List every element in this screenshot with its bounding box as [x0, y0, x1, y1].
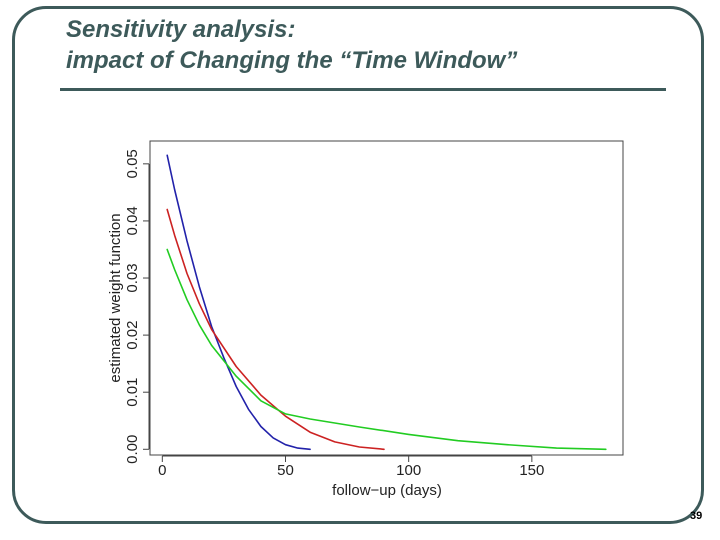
y-tick-label: 0.03	[124, 263, 141, 292]
series-line	[166, 208, 385, 451]
y-tick-label: 0.01	[124, 378, 141, 407]
x-tick-label: 0	[158, 462, 166, 479]
y-axis: 0.00 0.01 0.02 0.03 0.04 0.05	[124, 149, 150, 464]
page-number: 39	[690, 510, 703, 522]
plot-area-frame	[149, 140, 624, 456]
slide-title-line-2: impact of Changing the “Time Window”	[66, 47, 518, 74]
x-axis-label: follow−up (days)	[332, 482, 442, 499]
title-underline	[60, 88, 666, 91]
series-layer	[166, 154, 607, 451]
series-line	[166, 154, 311, 451]
y-tick-label: 0.04	[124, 206, 141, 235]
x-axis: 0 50 100 150	[158, 455, 544, 479]
x-tick-label: 150	[519, 462, 544, 479]
y-tick-label: 0.00	[124, 435, 141, 464]
series-line	[166, 248, 607, 451]
y-tick-label: 0.02	[124, 321, 141, 350]
slide-title: Sensitivity analysis: impact of Changing…	[66, 14, 517, 76]
x-tick-label: 100	[396, 462, 421, 479]
x-tick-label: 50	[277, 462, 294, 479]
slide-frame	[12, 6, 704, 524]
slide-title-line-1: Sensitivity analysis:	[66, 16, 296, 43]
y-tick-label: 0.05	[124, 149, 141, 178]
y-axis-label: estimated weight function	[107, 213, 124, 382]
